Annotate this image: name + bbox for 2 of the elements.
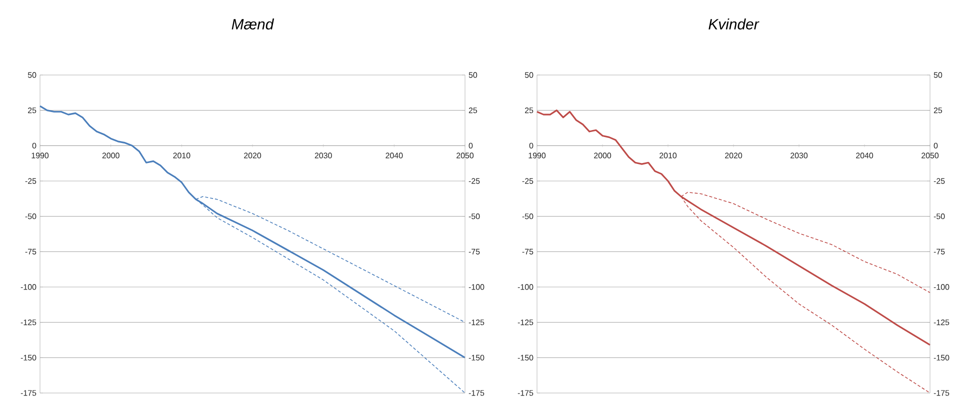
- chart-title: Mænd: [232, 18, 274, 30]
- chart-title: Kvinder: [708, 18, 760, 30]
